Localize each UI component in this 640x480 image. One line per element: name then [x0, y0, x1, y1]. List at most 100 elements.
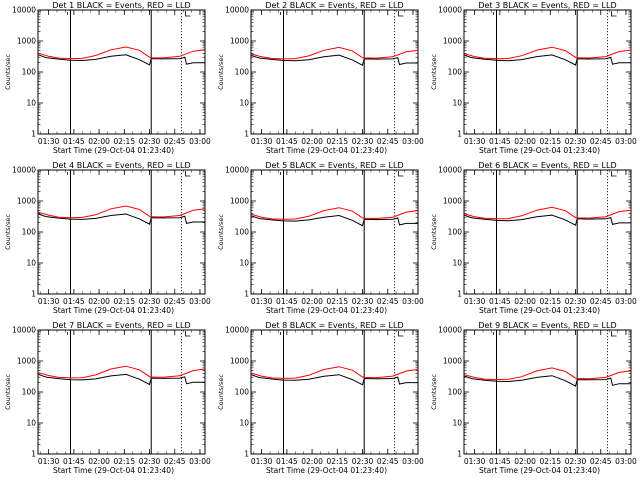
x-tick-label: 02:30 — [565, 137, 587, 146]
plot-frame — [250, 169, 419, 295]
y-tick-label: 1000 — [443, 37, 462, 46]
x-tick-label: 02:30 — [352, 297, 374, 306]
y-tick-label: 10 — [239, 99, 249, 108]
x-tick-label: 02:00 — [301, 297, 323, 306]
y-tick-label: 100 — [448, 68, 463, 77]
x-tick-label: 02:45 — [377, 457, 399, 466]
chart-title: Det 4 BLACK = Events, RED = LLD — [52, 161, 190, 170]
x-tick-label: 01:30 — [38, 297, 60, 306]
chart-panel-det-2: Det 2 BLACK = Events, RED = LLD 1 10 100 100… — [217, 1, 424, 155]
y-tick-label: 100 — [22, 388, 37, 397]
y-tick-label: 10000 — [225, 166, 249, 175]
y-tick-label: 100 — [22, 68, 37, 77]
x-tick-label: 01:45 — [63, 137, 85, 146]
x-tick-label: 01:30 — [38, 457, 60, 466]
x-tick-label: 01:45 — [489, 457, 511, 466]
chart-panel-det-1: Det 1 BLACK = Events, RED = LLD 1 10 100 100… — [4, 1, 211, 155]
top-marker-right — [611, 11, 617, 17]
y-tick-label: 1 — [244, 290, 249, 299]
x-tick-label: 01:30 — [251, 457, 273, 466]
x-tick-label: 02:45 — [164, 137, 186, 146]
y-tick-label: 10 — [239, 259, 249, 268]
y-tick-label: 10000 — [12, 6, 36, 15]
x-tick-label: 01:45 — [489, 137, 511, 146]
chart-title: Det 6 BLACK = Events, RED = LLD — [478, 161, 616, 170]
y-tick-label: 10 — [26, 419, 36, 428]
x-tick-label: 02:45 — [377, 137, 399, 146]
x-tick-label: 03:00 — [615, 137, 637, 146]
chart-title: Det 7 BLACK = Events, RED = LLD — [52, 321, 190, 330]
x-tick-label: 02:15 — [326, 297, 348, 306]
x-axis-label: Start Time (29-Oct-04 01:23:40) — [479, 466, 600, 475]
top-marker-right — [611, 331, 617, 337]
x-tick-label: 02:45 — [377, 297, 399, 306]
x-tick-label: 02:15 — [539, 297, 561, 306]
y-tick-label: 1 — [457, 450, 462, 459]
x-tick-label: 02:30 — [139, 297, 161, 306]
plot-frame — [250, 9, 419, 135]
series-line-events — [251, 214, 418, 227]
x-axis-label: Start Time (29-Oct-04 01:23:40) — [266, 306, 387, 315]
series-line-events — [464, 54, 631, 66]
x-tick-label: 01:30 — [464, 457, 486, 466]
x-tick-label: 02:00 — [88, 297, 110, 306]
top-marker-right — [398, 331, 404, 337]
x-tick-label: 01:45 — [276, 137, 298, 146]
chart-panel-det-5: Det 5 BLACK = Events, RED = LLD 1 10 100 100… — [217, 161, 424, 315]
y-axis-label: Counts/sec — [430, 54, 438, 90]
x-tick-label: 01:30 — [464, 137, 486, 146]
y-tick-label: 100 — [448, 228, 463, 237]
x-tick-label: 03:00 — [615, 457, 637, 466]
chart-title: Det 1 BLACK = Events, RED = LLD — [52, 1, 190, 10]
series-line-events — [38, 54, 205, 66]
x-tick-label: 02:00 — [301, 457, 323, 466]
x-tick-label: 02:30 — [565, 457, 587, 466]
series-line-lld — [38, 365, 206, 379]
x-tick-label: 01:30 — [251, 297, 273, 306]
x-axis-label: Start Time (29-Oct-04 01:23:40) — [479, 146, 600, 155]
y-tick-label: 10000 — [438, 326, 462, 335]
plot-frame — [463, 169, 632, 295]
x-axis-label: Start Time (29-Oct-04 01:23:40) — [266, 466, 387, 475]
series-line-events — [251, 374, 418, 386]
x-tick-label: 02:15 — [539, 457, 561, 466]
chart-title: Det 3 BLACK = Events, RED = LLD — [478, 1, 616, 10]
plot-frame — [463, 329, 632, 455]
x-tick-label: 02:15 — [113, 457, 135, 466]
y-axis-label: Counts/sec — [217, 374, 225, 410]
chart-panel-det-8: Det 8 BLACK = Events, RED = LLD 1 10 100 100… — [217, 321, 424, 475]
series-line-lld — [251, 207, 419, 220]
x-tick-label: 03:00 — [402, 457, 424, 466]
x-tick-label: 01:30 — [38, 137, 60, 146]
x-tick-label: 01:45 — [489, 297, 511, 306]
x-tick-label: 03:00 — [189, 297, 211, 306]
y-tick-label: 100 — [235, 228, 250, 237]
x-axis-label: Start Time (29-Oct-04 01:23:40) — [53, 306, 174, 315]
x-axis-label: Start Time (29-Oct-04 01:23:40) — [479, 306, 600, 315]
x-tick-label: 02:00 — [88, 457, 110, 466]
x-tick-label: 03:00 — [189, 137, 211, 146]
top-marker-right — [185, 11, 191, 17]
x-tick-label: 02:15 — [113, 137, 135, 146]
top-marker-right — [398, 11, 404, 17]
y-axis-label: Counts/sec — [4, 54, 12, 90]
series-line-events — [464, 375, 631, 387]
x-tick-label: 01:30 — [464, 297, 486, 306]
x-tick-label: 02:45 — [590, 137, 612, 146]
x-tick-label: 03:00 — [402, 137, 424, 146]
y-axis-label: Counts/sec — [4, 374, 12, 410]
series-line-events — [38, 213, 205, 225]
y-tick-label: 1000 — [230, 357, 249, 366]
y-tick-label: 10 — [452, 419, 462, 428]
x-tick-label: 03:00 — [615, 297, 637, 306]
y-tick-label: 1000 — [443, 197, 462, 206]
x-tick-label: 02:00 — [514, 297, 536, 306]
plot-frame — [37, 169, 206, 295]
y-tick-label: 1 — [31, 290, 36, 299]
chart-panel-det-6: Det 6 BLACK = Events, RED = LLD 1 10 100 100… — [430, 161, 637, 315]
y-tick-label: 10000 — [438, 6, 462, 15]
y-tick-label: 1000 — [443, 357, 462, 366]
x-tick-label: 03:00 — [402, 297, 424, 306]
series-line-events — [464, 214, 631, 226]
y-tick-label: 100 — [22, 228, 37, 237]
